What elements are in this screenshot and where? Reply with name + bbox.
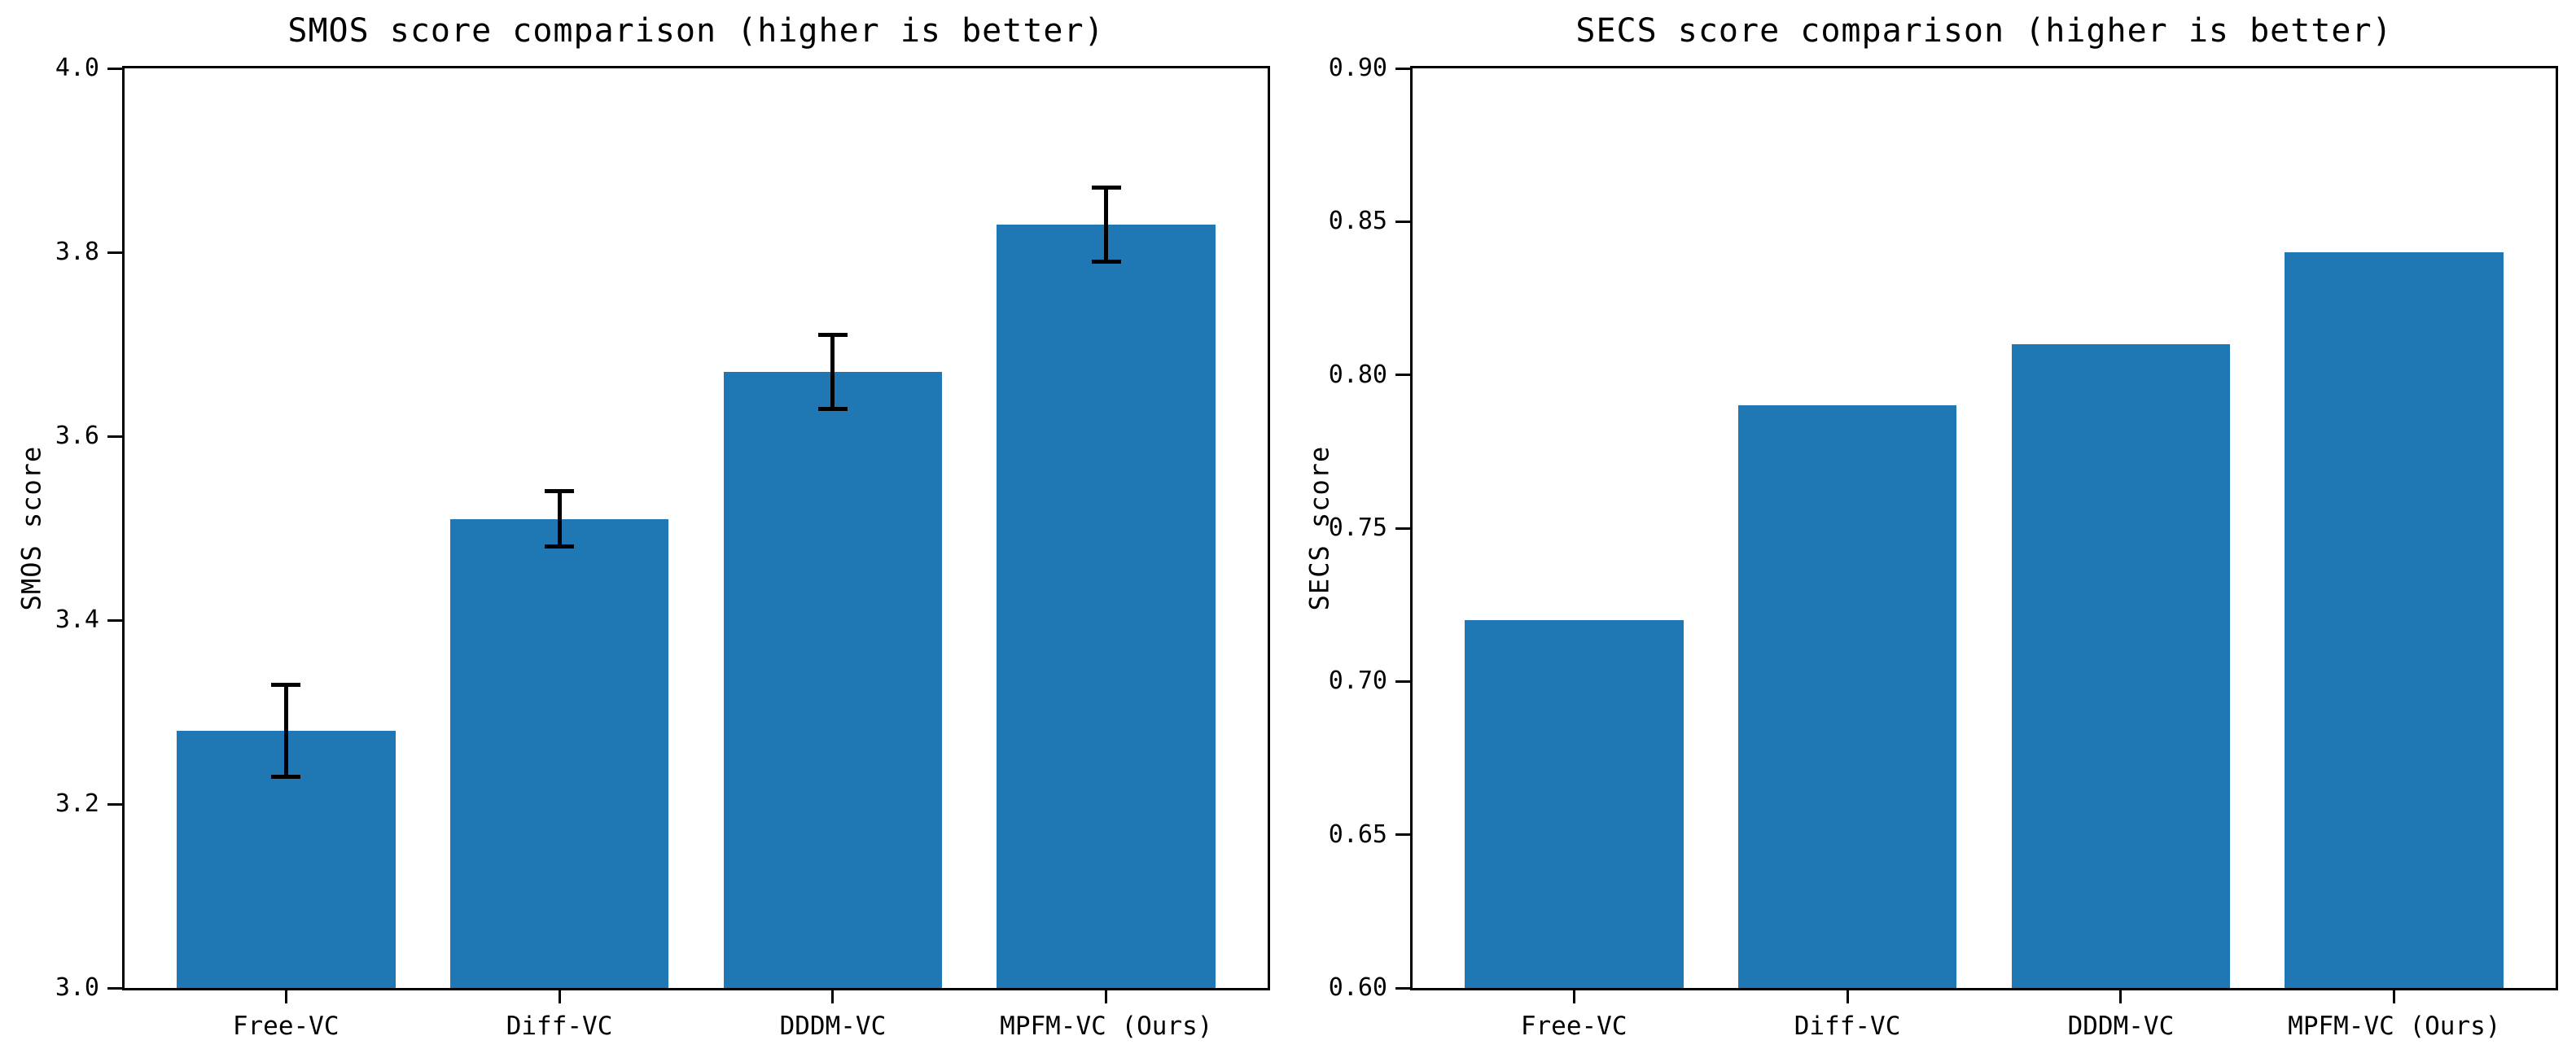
- error-bar-cap: [817, 333, 848, 338]
- y-tick-label: 0.70: [1328, 667, 1387, 696]
- x-tick-mark: [1105, 990, 1108, 1003]
- x-tick-label: MPFM-VC (Ours): [1000, 1012, 1213, 1041]
- x-tick-mark: [1846, 990, 1849, 1003]
- smos-plot-area: [122, 66, 1270, 990]
- y-tick-label: 0.65: [1328, 820, 1387, 849]
- y-tick-label: 4.0: [55, 54, 99, 82]
- y-tick-mark: [1395, 680, 1410, 683]
- x-tick-label: DDDM-VC: [779, 1012, 887, 1041]
- error-bar-line: [1104, 187, 1109, 262]
- x-tick-label: Diff-VC: [1794, 1012, 1901, 1041]
- y-tick-label: 3.6: [55, 422, 99, 450]
- error-bar-line: [283, 684, 288, 777]
- x-tick-mark: [2393, 990, 2396, 1003]
- x-tick-label: MPFM-VC (Ours): [2288, 1012, 2501, 1041]
- error-bar-cap: [545, 544, 575, 549]
- error-bar-line: [557, 491, 562, 547]
- x-tick-label: Diff-VC: [506, 1012, 613, 1041]
- subplot-secs: SECS score comparison (higher is better)…: [1288, 0, 2576, 1049]
- y-tick-mark: [107, 618, 122, 622]
- x-tick-mark: [284, 990, 287, 1003]
- bar-mpfm-vc-ours-: [2285, 252, 2504, 988]
- secs-plot-area: [1410, 66, 2558, 990]
- x-tick-label: Free-VC: [232, 1012, 340, 1041]
- bar-free-vc: [1464, 620, 1684, 988]
- x-tick-label: DDDM-VC: [2067, 1012, 2175, 1041]
- y-tick-mark: [107, 435, 122, 438]
- bar-dddm-vc: [2011, 344, 2231, 988]
- y-tick-mark: [107, 251, 122, 254]
- y-tick-mark: [1395, 527, 1410, 530]
- error-bar-line: [830, 334, 835, 409]
- y-tick-mark: [1395, 986, 1410, 990]
- smos-y-axis-label-wrap: SMOS score: [5, 68, 57, 988]
- y-tick-label: 0.85: [1328, 207, 1387, 236]
- error-bar-cap: [1091, 259, 1121, 264]
- y-tick-label: 3.4: [55, 605, 99, 634]
- y-tick-label: 3.0: [55, 973, 99, 1002]
- y-tick-mark: [107, 986, 122, 990]
- error-bar-cap: [817, 406, 848, 411]
- y-tick-mark: [107, 802, 122, 806]
- bar-diff-vc: [449, 518, 669, 988]
- y-tick-label: 0.90: [1328, 54, 1387, 82]
- error-bar-cap: [271, 774, 301, 779]
- y-tick-mark: [1395, 833, 1410, 837]
- y-tick-label: 3.2: [55, 789, 99, 818]
- bar-diff-vc: [1737, 405, 1957, 988]
- smos-y-axis-label: SMOS score: [15, 445, 46, 611]
- y-tick-label: 3.8: [55, 238, 99, 266]
- y-tick-mark: [107, 67, 122, 70]
- y-tick-mark: [1395, 220, 1410, 223]
- error-bar-cap: [1091, 186, 1121, 190]
- y-tick-label: 0.80: [1328, 360, 1387, 389]
- smos-plot-title: SMOS score comparison (higher is better): [287, 12, 1105, 50]
- y-tick-label: 0.75: [1328, 514, 1387, 542]
- y-tick-label: 0.60: [1328, 973, 1387, 1002]
- x-tick-mark: [1572, 990, 1575, 1003]
- error-bar-cap: [271, 682, 301, 687]
- y-tick-mark: [1395, 374, 1410, 377]
- x-tick-mark: [558, 990, 561, 1003]
- subplot-smos: SMOS score comparison (higher is better)…: [5, 12, 1270, 1041]
- x-tick-mark: [831, 990, 835, 1003]
- error-bar-cap: [545, 489, 575, 494]
- x-tick-mark: [2119, 990, 2123, 1003]
- secs-plot-title: SECS score comparison (higher is better): [1575, 12, 2393, 50]
- y-tick-mark: [1395, 67, 1410, 70]
- bar-dddm-vc: [723, 371, 943, 988]
- x-tick-label: Free-VC: [1520, 1012, 1628, 1041]
- bar-mpfm-vc-ours-: [997, 225, 1216, 988]
